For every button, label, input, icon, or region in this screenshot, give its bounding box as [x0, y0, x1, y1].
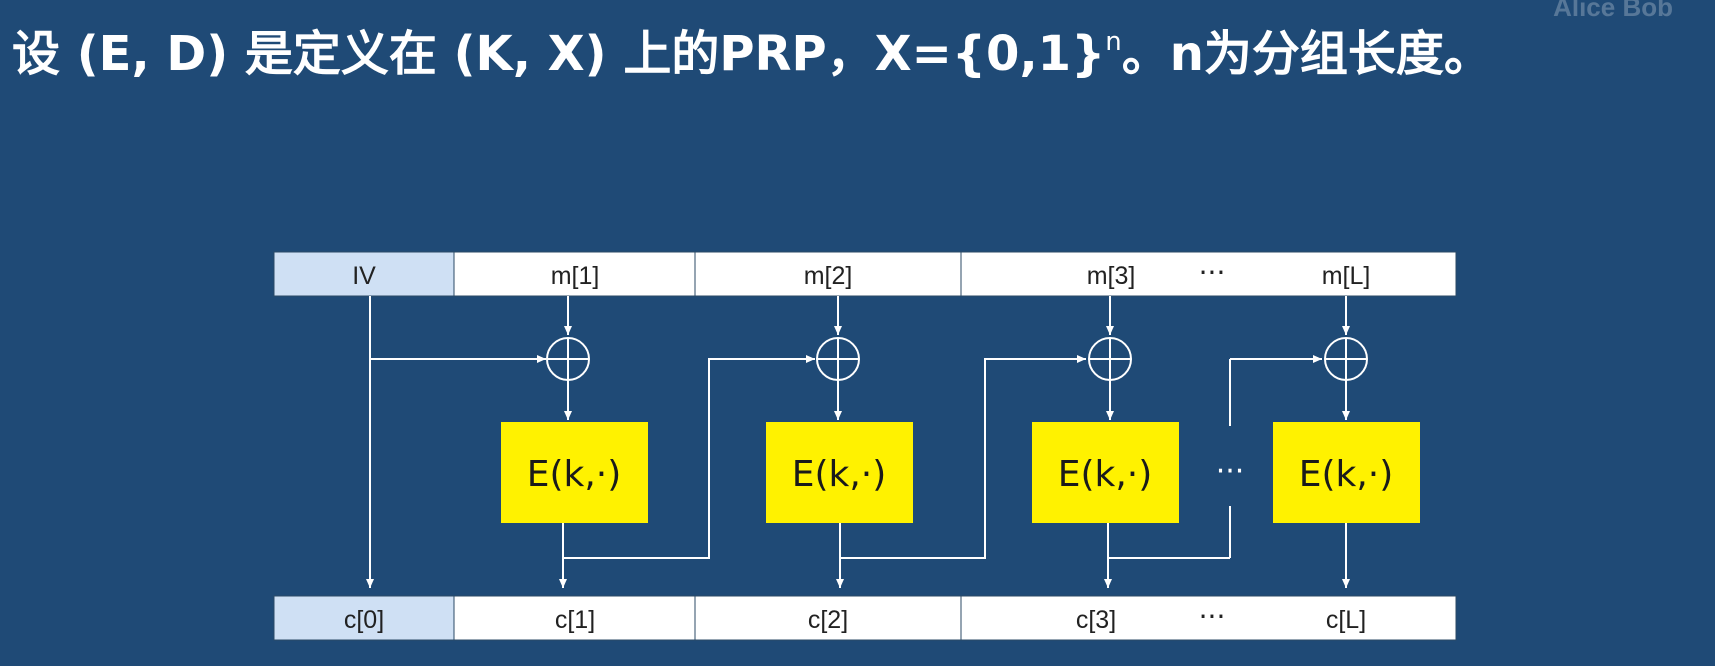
m2-label: m[2] — [804, 262, 853, 290]
bottom-ellipsis: ··· — [1199, 600, 1226, 633]
plaintext-row: IV m[1] m[2] m[3] ··· m[L] — [273, 251, 1457, 297]
xor-3-icon — [1088, 337, 1132, 381]
encrypt-block-2-label: E(k,·) — [792, 454, 887, 495]
feedback-paths — [563, 355, 1322, 559]
xor-2-icon — [816, 337, 860, 381]
ciphertext-row: c[0] c[1] c[2] c[3] ··· c[L] — [273, 595, 1457, 641]
encrypt-block-L — [1273, 422, 1420, 523]
iv-path — [366, 296, 546, 588]
m3-cell — [960, 251, 1457, 297]
watermark: Alice Bob — [1553, 0, 1673, 22]
encrypt-block-1-label: E(k,·) — [527, 454, 622, 495]
stage-2: E(k,·) — [766, 296, 913, 588]
slide-title: 设 (E, D) 是定义在 (K, X) 上的PRP，X={0,1}n。n为分组… — [12, 12, 1492, 96]
title-main: 设 (E, D) 是定义在 (K, X) 上的PRP，X={0,1} — [12, 26, 1106, 82]
c0-label: c[0] — [344, 606, 384, 634]
m2-cell — [694, 251, 962, 297]
feedback-1-to-2 — [563, 355, 815, 559]
title-rest: 。n为分组长度。 — [1121, 26, 1492, 82]
encrypt-block-2 — [766, 422, 913, 523]
title-superscript: n — [1105, 27, 1122, 57]
cL-label: c[L] — [1326, 606, 1366, 634]
encrypt-block-3-label: E(k,·) — [1058, 454, 1153, 495]
xor-1-icon — [546, 337, 590, 381]
m1-cell — [453, 251, 696, 297]
c3-cell — [960, 595, 1457, 641]
c1-label: c[1] — [555, 606, 595, 634]
middle-ellipsis: ··· — [1216, 454, 1245, 489]
m3-label: m[3] — [1087, 262, 1136, 290]
mL-label: m[L] — [1322, 262, 1371, 290]
stage-L: E(k,·) — [1273, 296, 1420, 588]
stage-3: E(k,·) — [1032, 296, 1179, 588]
iv-cell — [273, 251, 455, 297]
iv-label: IV — [352, 262, 376, 290]
c2-label: c[2] — [808, 606, 848, 634]
encrypt-block-3 — [1032, 422, 1179, 523]
feedback-2-to-3 — [840, 355, 1086, 559]
c1-cell — [453, 595, 696, 641]
stage-1: E(k,·) — [501, 296, 648, 588]
xor-L-icon — [1324, 337, 1368, 381]
m1-label: m[1] — [551, 262, 600, 290]
encrypt-block-L-label: E(k,·) — [1299, 454, 1394, 495]
encrypt-block-1 — [501, 422, 648, 523]
top-ellipsis: ··· — [1199, 256, 1226, 289]
c3-label: c[3] — [1076, 606, 1116, 634]
c0-cell — [273, 595, 455, 641]
